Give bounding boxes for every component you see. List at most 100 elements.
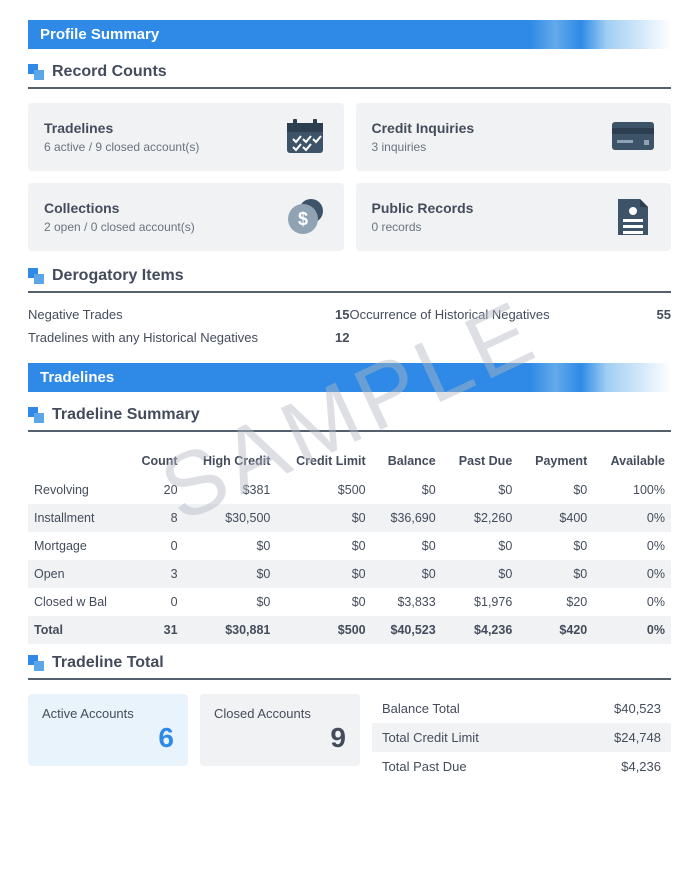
table-cell: $500 [276, 476, 371, 504]
table-cell: 0% [593, 588, 671, 616]
table-cell: 0% [593, 504, 671, 532]
hist-neg-value: 12 [310, 330, 350, 345]
collections-card-title: Collections [44, 200, 195, 216]
table-cell: 3 [127, 560, 183, 588]
table-row: Installment8$30,500$0$36,690$2,260$4000% [28, 504, 671, 532]
tradeline-summary-table: CountHigh CreditCredit LimitBalancePast … [28, 446, 671, 644]
divider [28, 291, 671, 293]
table-cell: $0 [372, 476, 442, 504]
occurrence-value: 55 [631, 307, 671, 322]
tradeline-totals: Active Accounts 6 Closed Accounts 9 Bala… [28, 694, 671, 781]
table-cell: 0% [593, 560, 671, 588]
section-mark-icon [28, 655, 44, 671]
table-row: Mortgage0$0$0$0$0$00% [28, 532, 671, 560]
credit-card-icon [611, 117, 655, 157]
inquiries-card-title: Credit Inquiries [372, 120, 475, 136]
table-row: Closed w Bal0$0$0$3,833$1,976$200% [28, 588, 671, 616]
credit-limit-value: $24,748 [614, 730, 661, 745]
table-cell: $0 [276, 504, 371, 532]
derogatory-title: Derogatory Items [52, 267, 184, 285]
active-accounts-label: Active Accounts [42, 706, 174, 721]
table-header: Available [593, 446, 671, 476]
table-cell: $4,236 [442, 616, 519, 644]
past-due-value: $4,236 [621, 759, 661, 774]
closed-accounts-value: 9 [214, 722, 346, 754]
derogatory-grid: Negative Trades 15 Occurrence of Histori… [28, 307, 671, 345]
tradelines-card-sub: 6 active / 9 closed account(s) [44, 140, 199, 154]
occurrence-label: Occurrence of Historical Negatives [350, 307, 632, 322]
tradeline-summary-section: Tradeline Summary [28, 406, 671, 424]
table-cell: $0 [442, 560, 519, 588]
section-mark-icon [28, 64, 44, 80]
table-header: Past Due [442, 446, 519, 476]
table-cell: $30,881 [184, 616, 277, 644]
table-header: Credit Limit [276, 446, 371, 476]
section-mark-icon [28, 407, 44, 423]
balance-total-label: Balance Total [382, 701, 460, 716]
table-cell: $40,523 [372, 616, 442, 644]
closed-accounts-box: Closed Accounts 9 [200, 694, 360, 766]
dollar-coin-icon: $ [284, 197, 328, 237]
tradelines-header: Tradelines [28, 363, 671, 392]
table-cell: $0 [184, 532, 277, 560]
inquiries-card-sub: 3 inquiries [372, 140, 475, 154]
table-cell: $0 [518, 476, 593, 504]
collections-card: Collections 2 open / 0 closed account(s)… [28, 183, 344, 251]
table-cell: $0 [372, 560, 442, 588]
table-cell: 0% [593, 616, 671, 644]
table-cell: $0 [276, 588, 371, 616]
derogatory-section: Derogatory Items [28, 267, 671, 285]
public-records-card-sub: 0 records [372, 220, 474, 234]
table-cell: $500 [276, 616, 371, 644]
table-header: Balance [372, 446, 442, 476]
table-cell: $2,260 [442, 504, 519, 532]
svg-text:$: $ [297, 209, 307, 229]
table-cell: $0 [372, 532, 442, 560]
table-header [28, 446, 127, 476]
credit-limit-row: Total Credit Limit $24,748 [372, 723, 671, 752]
tradelines-card-title: Tradelines [44, 120, 199, 136]
table-cell: Revolving [28, 476, 127, 504]
past-due-label: Total Past Due [382, 759, 467, 774]
table-cell: $400 [518, 504, 593, 532]
balance-total-value: $40,523 [614, 701, 661, 716]
tradeline-summary-title: Tradeline Summary [52, 406, 200, 424]
table-cell: $0 [442, 532, 519, 560]
table-cell: Total [28, 616, 127, 644]
hist-neg-label: Tradelines with any Historical Negatives [28, 330, 310, 345]
table-cell: $0 [518, 560, 593, 588]
record-count-cards: Tradelines 6 active / 9 closed account(s… [28, 103, 671, 251]
table-header: Payment [518, 446, 593, 476]
table-cell: $0 [276, 560, 371, 588]
table-cell: 0 [127, 532, 183, 560]
balance-total-row: Balance Total $40,523 [372, 694, 671, 723]
table-cell: $1,976 [442, 588, 519, 616]
table-header: Count [127, 446, 183, 476]
table-cell: $420 [518, 616, 593, 644]
table-cell: 0% [593, 532, 671, 560]
record-counts-title: Record Counts [52, 63, 167, 81]
table-cell: $3,833 [372, 588, 442, 616]
closed-accounts-label: Closed Accounts [214, 706, 346, 721]
tradeline-total-title: Tradeline Total [52, 654, 164, 672]
tradelines-card: Tradelines 6 active / 9 closed account(s… [28, 103, 344, 171]
record-counts-section: Record Counts [28, 63, 671, 81]
table-cell: $36,690 [372, 504, 442, 532]
table-cell: $0 [184, 560, 277, 588]
table-cell: $0 [518, 532, 593, 560]
table-row: Revolving20$381$500$0$0$0100% [28, 476, 671, 504]
credit-limit-label: Total Credit Limit [382, 730, 479, 745]
table-cell: 0 [127, 588, 183, 616]
table-cell: Open [28, 560, 127, 588]
table-cell: $0 [276, 532, 371, 560]
table-cell: $381 [184, 476, 277, 504]
table-cell: Installment [28, 504, 127, 532]
table-cell: 100% [593, 476, 671, 504]
table-cell: 31 [127, 616, 183, 644]
divider [28, 87, 671, 89]
active-accounts-value: 6 [42, 722, 174, 754]
collections-card-sub: 2 open / 0 closed account(s) [44, 220, 195, 234]
document-icon [611, 197, 655, 237]
totals-list: Balance Total $40,523 Total Credit Limit… [372, 694, 671, 781]
neg-trades-value: 15 [310, 307, 350, 322]
